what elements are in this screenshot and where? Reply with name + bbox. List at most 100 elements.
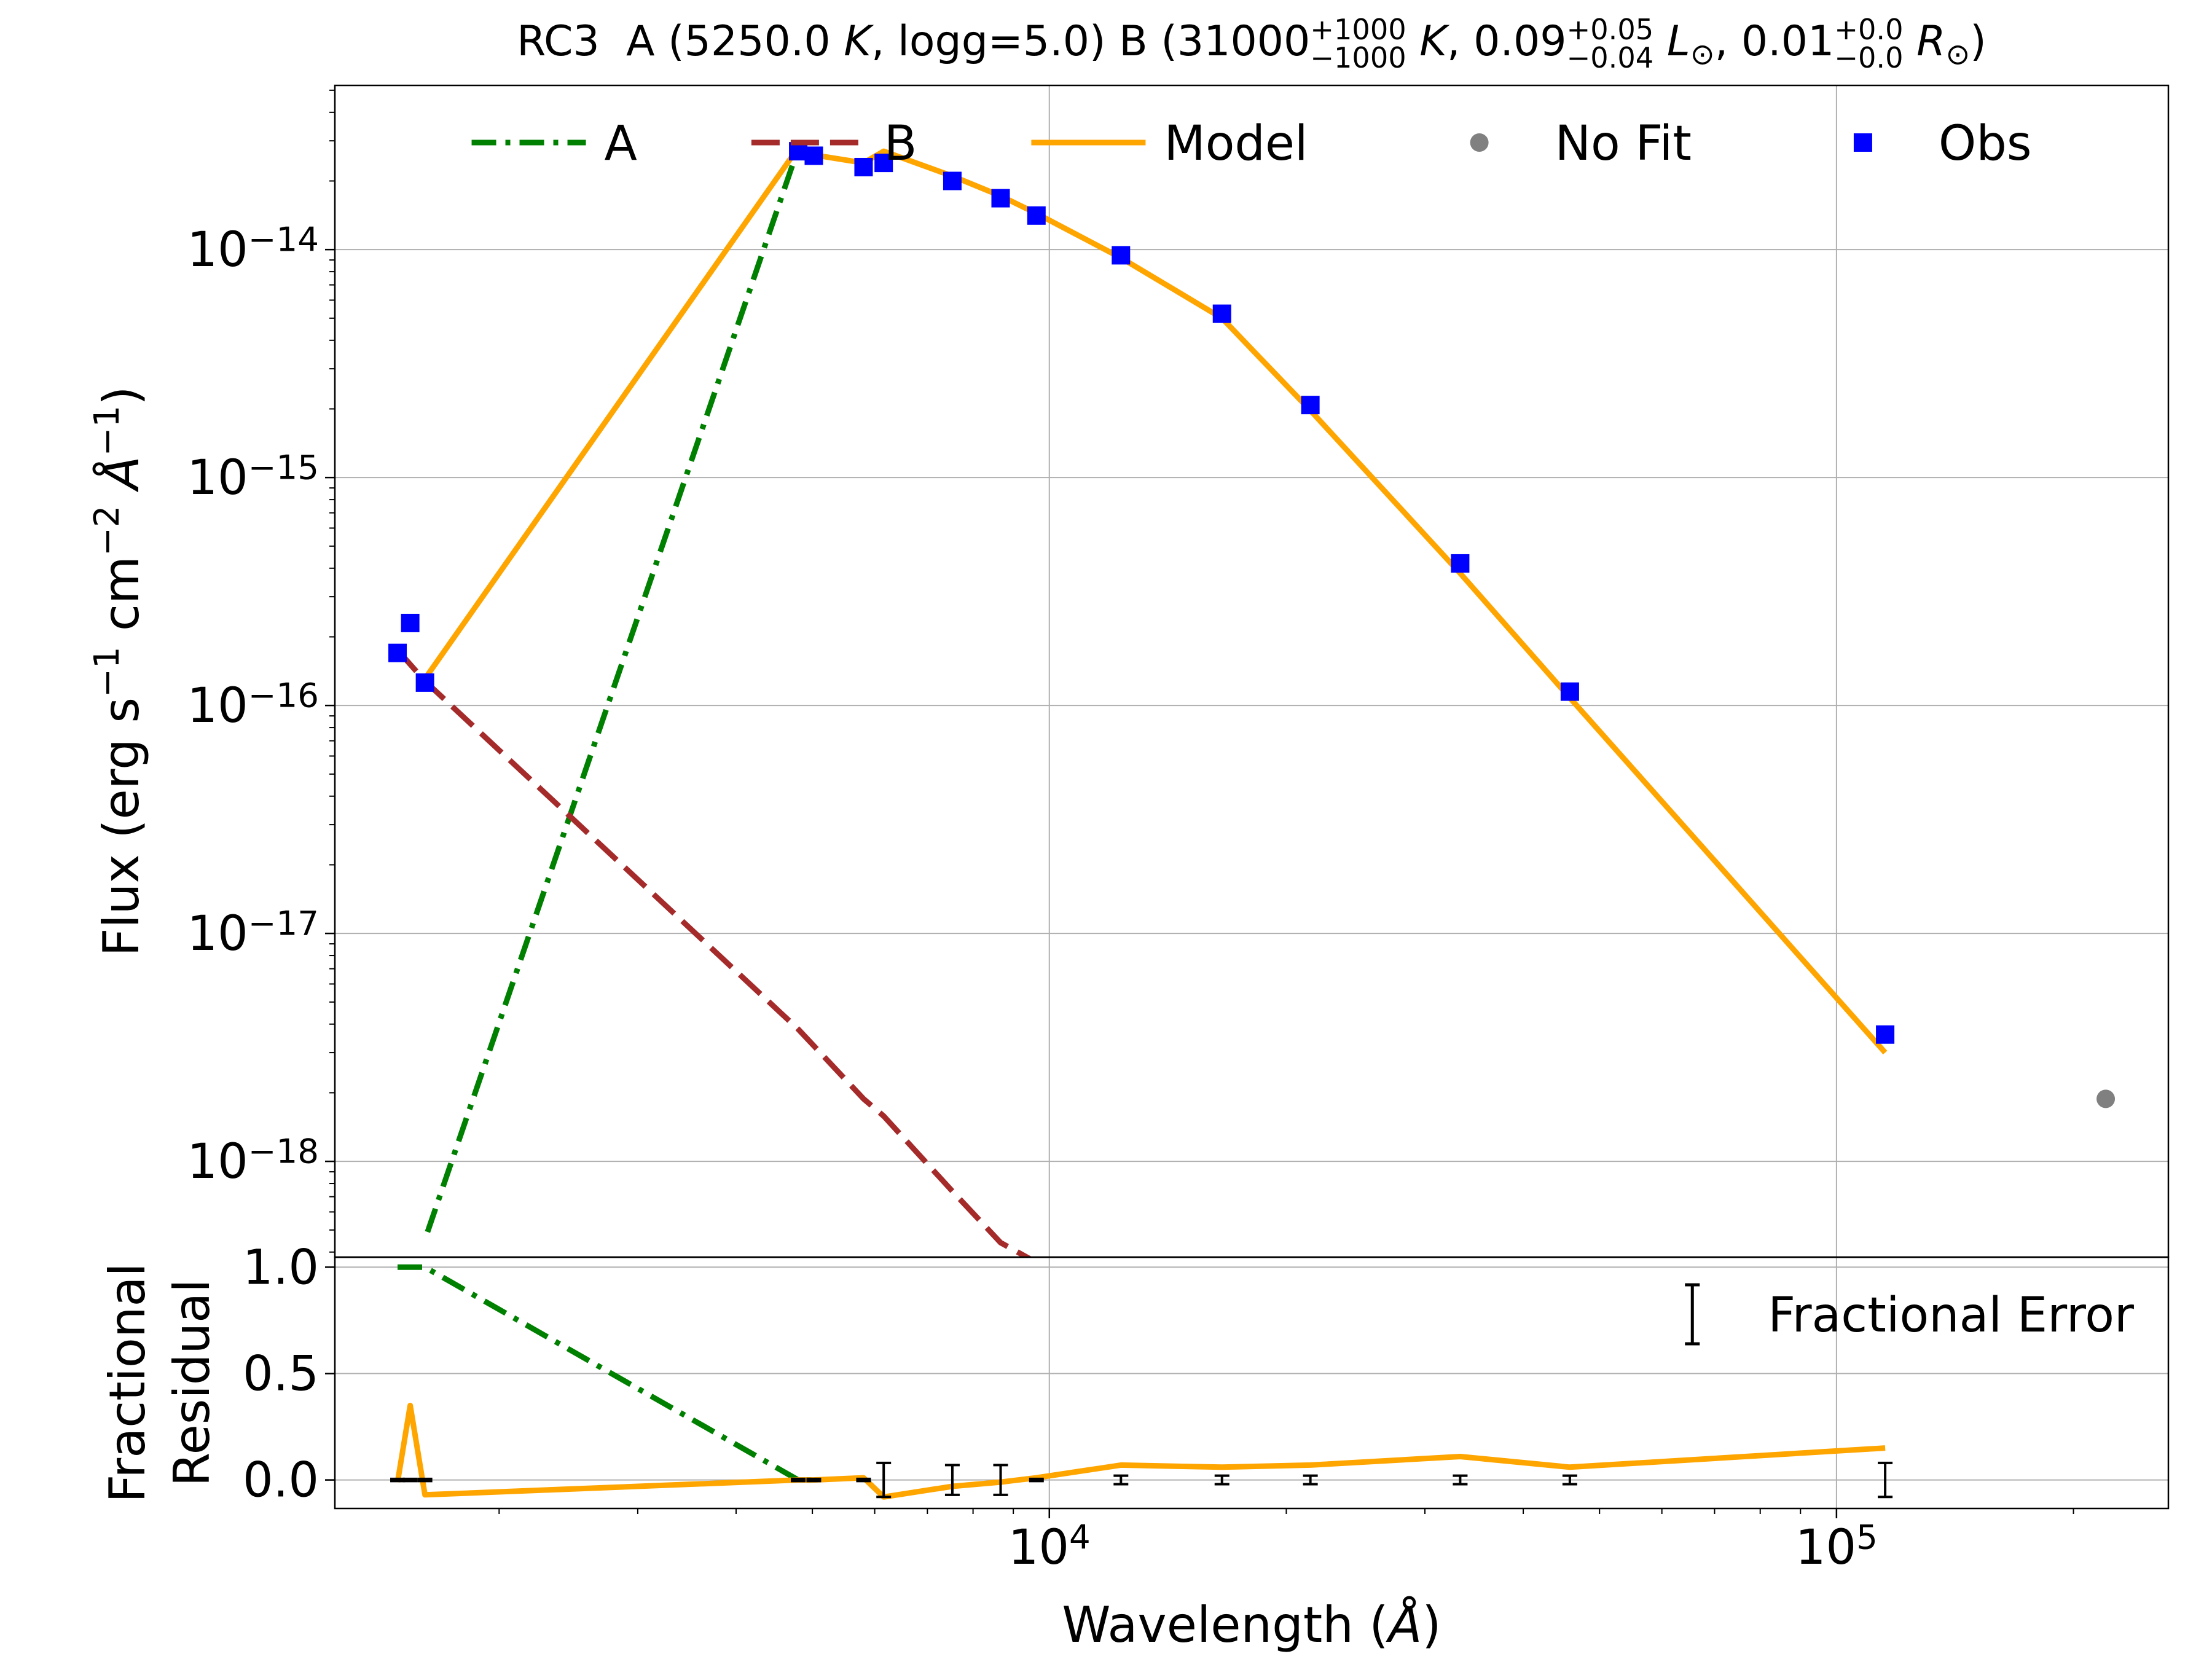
title-part: , 0.09	[1446, 17, 1567, 66]
legend-label: Model	[1164, 116, 1308, 171]
y-tick-label: 10−15	[187, 448, 319, 506]
y-tick-label: 0.5	[243, 1346, 319, 1402]
obs-marker	[804, 146, 823, 165]
title-script: +0.05 −0.04	[1566, 13, 1654, 75]
error-bar	[806, 1477, 822, 1483]
label-part	[93, 490, 150, 505]
legend-label: B	[884, 116, 917, 171]
x-tick-label: 104	[1008, 1517, 1091, 1575]
title-part	[1904, 17, 1917, 66]
error-bar	[1878, 1461, 1893, 1499]
label-part: Å	[1386, 1596, 1422, 1653]
y-axis-label: Fractional	[99, 1263, 156, 1503]
obs-marker	[1212, 304, 1231, 323]
title-part: +0.0	[1834, 13, 1904, 47]
obs-marker	[401, 613, 420, 632]
label-part: cm	[93, 556, 150, 646]
legend-label: Fractional Error	[1768, 1288, 2135, 1343]
obs-marker	[1027, 206, 1046, 225]
obs-marker	[854, 157, 873, 176]
y-tick-label: 10−18	[187, 1132, 319, 1190]
y-tick-label: 0.0	[243, 1453, 319, 1508]
obs-marker	[1876, 1025, 1895, 1044]
label-part: Å	[92, 456, 150, 493]
series-line	[422, 144, 1888, 1055]
error-bar	[1453, 1474, 1468, 1486]
title-part: , logg=5.0) B (31000	[871, 17, 1311, 66]
title-part: )	[1970, 17, 1986, 66]
error-bar	[402, 1477, 418, 1483]
plot-area	[390, 1264, 1893, 1500]
obs-marker	[991, 189, 1010, 208]
title-part	[1406, 17, 1420, 66]
obs-marker	[1301, 396, 1320, 415]
title-part: RC3 A (5250.0	[517, 17, 844, 66]
y-axis-label: Residual	[163, 1279, 221, 1487]
error-bar	[993, 1464, 1008, 1496]
y-tick-label: 1.0	[243, 1240, 319, 1295]
title-part: K	[844, 17, 871, 66]
series-line	[395, 648, 1033, 1257]
title-part: −0.0	[1834, 41, 1904, 75]
error-bar	[1029, 1477, 1044, 1483]
legend-label: Obs	[1939, 116, 2032, 171]
obs-marker	[415, 673, 434, 692]
error-bar	[944, 1464, 960, 1496]
label-part: )	[1422, 1596, 1441, 1653]
title-part: ⊙	[1945, 37, 1971, 72]
axes-frame	[334, 1256, 2170, 1510]
error-bar	[1562, 1474, 1577, 1486]
y-tick-label: 10−17	[187, 904, 319, 962]
title-part: −1000	[1310, 41, 1406, 75]
label-part: −2	[87, 505, 127, 556]
error-bar	[417, 1477, 433, 1483]
error-bar	[791, 1477, 806, 1483]
title-part: −0.04	[1566, 41, 1654, 75]
title-part: , 0.01	[1714, 17, 1835, 66]
obs-marker	[874, 154, 893, 173]
title-part: +0.05	[1566, 13, 1654, 47]
series-line	[394, 1402, 1886, 1500]
error-bar	[876, 1461, 892, 1499]
series-line	[398, 1264, 814, 1483]
title-part: +1000	[1310, 13, 1406, 47]
error-bar	[1214, 1474, 1230, 1486]
error-bar	[856, 1477, 871, 1483]
series-line	[425, 147, 801, 1233]
obs-marker	[1560, 682, 1579, 701]
obs-marker	[1451, 554, 1470, 573]
plot-area	[388, 142, 2116, 1257]
y-tick-label: 10−14	[187, 220, 319, 278]
label-part: Flux (erg s	[93, 697, 150, 957]
obs-marker	[1112, 246, 1131, 265]
title-part: R	[1916, 17, 1946, 66]
title-part: K	[1419, 17, 1447, 66]
legend-handle	[1853, 133, 1872, 152]
axes-frame	[334, 84, 2170, 1258]
title-part: ⊙	[1690, 37, 1715, 72]
label-part: −1	[87, 646, 127, 697]
y-axis-label: Flux (erg s−1 cm−2 Å−1)	[87, 386, 151, 957]
error-bar	[1113, 1474, 1129, 1486]
x-tick-label: 105	[1795, 1517, 1878, 1575]
y-tick-label: 10−16	[187, 676, 319, 734]
error-bar	[390, 1477, 406, 1483]
title-part: L	[1666, 17, 1690, 66]
title-script: +0.0 −0.0	[1834, 13, 1904, 75]
legend-label: No Fit	[1555, 116, 1692, 171]
legend-label: A	[605, 116, 637, 171]
label-part: Wavelength (	[1062, 1596, 1388, 1653]
title-script: +1000 −1000	[1310, 13, 1406, 75]
obs-marker	[388, 643, 407, 662]
error-bar	[1303, 1474, 1318, 1486]
x-axis-label: Wavelength (Å)	[1062, 1596, 1441, 1653]
legend-handle	[1470, 133, 1489, 152]
nofit-marker	[2096, 1089, 2116, 1108]
obs-marker	[943, 171, 962, 190]
title-part	[1653, 17, 1667, 66]
chart-title: RC3 A (5250.0 K, logg=5.0) B (31000 +1000…	[335, 11, 2168, 86]
label-part: −1	[87, 406, 127, 457]
label-part: )	[93, 386, 150, 406]
